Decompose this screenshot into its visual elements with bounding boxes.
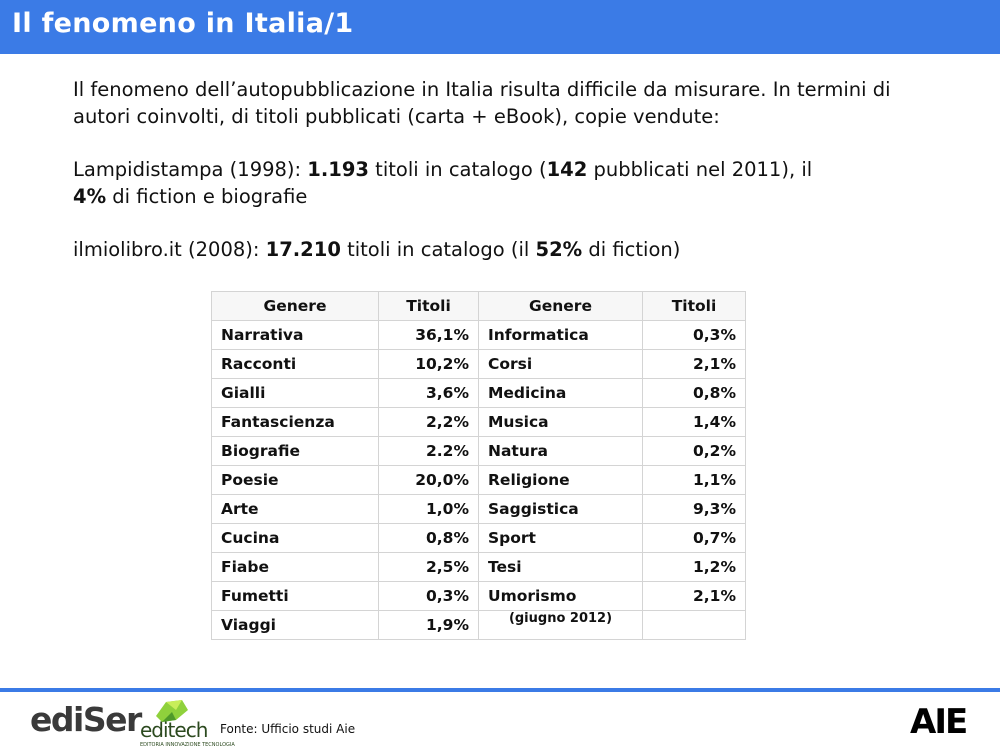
ilmiolibro-prefix: ilmiolibro.it (2008): (73, 238, 266, 261)
share-cell: 0,8% (642, 378, 746, 408)
table-row: Biografie 2.2% Natura 0,2% (211, 436, 746, 466)
genre-cell: Fantascienza (211, 407, 379, 437)
share-cell: 1,4% (642, 407, 746, 437)
editech-leaf-icon (156, 700, 188, 722)
genre-cell: Gialli (211, 378, 379, 408)
lampidistampa-prefix: Lampidistampa (1998): (73, 158, 308, 181)
ilmiolibro-paragraph: ilmiolibro.it (2008): 17.210 titoli in c… (73, 236, 953, 263)
ilmiolibro-mid: titoli in catalogo (il (340, 238, 536, 261)
aie-logo: AIE (910, 702, 968, 742)
ilmiolibro-suffix: di fiction) (582, 238, 681, 261)
genre-cell: Umorismo (478, 581, 643, 611)
table-row: Cucina 0,8% Sport 0,7% (211, 523, 746, 553)
share-cell: 1,2% (642, 552, 746, 582)
genre-cell: Religione (478, 465, 643, 495)
share-cell: 0,3% (378, 581, 479, 611)
genre-cell: Cucina (211, 523, 379, 553)
editech-tagline: EDITORIA INNOVAZIONE TECNOLOGIA (140, 742, 235, 748)
genre-cell: Saggistica (478, 494, 643, 524)
table-row: Fantascienza 2,2% Musica 1,4% (211, 407, 746, 437)
table-row: Gialli 3,6% Medicina 0,8% (211, 378, 746, 408)
genre-cell: Tesi (478, 552, 643, 582)
slide-title: Il fenomeno in Italia/1 (12, 8, 354, 39)
share-cell: 0,2% (642, 436, 746, 466)
ilmiolibro-titles: 17.210 (265, 238, 341, 261)
header-titoli-1: Titoli (378, 291, 479, 321)
table-row: Racconti 10,2% Corsi 2,1% (211, 349, 746, 379)
genre-cell: Musica (478, 407, 643, 437)
lampidistampa-mid: titoli in catalogo ( (368, 158, 547, 181)
header-genere-1: Genere (211, 291, 379, 321)
header-genere-2: Genere (478, 291, 643, 321)
table-header-row: Genere Titoli Genere Titoli (211, 291, 746, 321)
header-titoli-2: Titoli (642, 291, 746, 321)
genre-cell: Corsi (478, 349, 643, 379)
genre-cell: Narrativa (211, 320, 379, 350)
genre-cell: Medicina (478, 378, 643, 408)
share-cell: 10,2% (378, 349, 479, 379)
table-row: Fiabe 2,5% Tesi 1,2% (211, 552, 746, 582)
table-row: Narrativa 36,1% Informatica 0,3% (211, 320, 746, 350)
genre-cell: Fumetti (211, 581, 379, 611)
editech-wordmark: editech (140, 718, 208, 742)
ilmiolibro-percent: 52% (535, 238, 583, 261)
share-cell: 1,0% (378, 494, 479, 524)
source-note: Fonte: Ufficio studi Aie (220, 722, 356, 736)
share-cell: 1,1% (642, 465, 746, 495)
lampidistampa-published: 142 (546, 158, 588, 181)
genre-cell: Viaggi (211, 610, 379, 640)
genre-cell: Arte (211, 494, 379, 524)
lampidistampa-paragraph: Lampidistampa (1998): 1.193 titoli in ca… (73, 156, 953, 210)
share-cell: 9,3% (642, 494, 746, 524)
genre-cell: Biografie (211, 436, 379, 466)
share-cell: 2,1% (642, 349, 746, 379)
share-cell (642, 610, 746, 640)
lampidistampa-percent: 4% (73, 185, 107, 208)
lampidistampa-suffix: di fiction e biografie (106, 185, 308, 208)
share-cell: 2.2% (378, 436, 479, 466)
genre-table: Genere Titoli Genere Titoli Narrativa 36… (211, 291, 746, 640)
title-bar: Il fenomeno in Italia/1 (0, 0, 1000, 54)
genre-cell: Poesie (211, 465, 379, 495)
share-cell: 20,0% (378, 465, 479, 495)
lampidistampa-mid2: pubblicati nel 2011), il (587, 158, 813, 181)
table-row: Arte 1,0% Saggistica 9,3% (211, 494, 746, 524)
table-row: Fumetti 0,3% Umorismo 2,1% (211, 581, 746, 611)
footer-divider (0, 688, 1000, 692)
lampidistampa-titles: 1.193 (307, 158, 369, 181)
share-cell: 1,9% (378, 610, 479, 640)
share-cell: 2,2% (378, 407, 479, 437)
table-row: Poesie 20,0% Religione 1,1% (211, 465, 746, 495)
editech-logo: editech EDITORIA INNOVAZIONE TECNOLOGIA (136, 698, 235, 752)
share-cell: 2,5% (378, 552, 479, 582)
genre-cell: Natura (478, 436, 643, 466)
date-note-cell: (giugno 2012) (478, 610, 643, 640)
genre-cell: Fiabe (211, 552, 379, 582)
share-cell: 2,1% (642, 581, 746, 611)
share-cell: 36,1% (378, 320, 479, 350)
share-cell: 0,8% (378, 523, 479, 553)
table-row: Viaggi 1,9% (giugno 2012) (211, 610, 746, 640)
genre-cell: Sport (478, 523, 643, 553)
share-cell: 0,3% (642, 320, 746, 350)
genre-cell: Racconti (211, 349, 379, 379)
genre-cell: Informatica (478, 320, 643, 350)
share-cell: 0,7% (642, 523, 746, 553)
intro-paragraph: Il fenomeno dell’autopubblicazione in It… (73, 78, 891, 128)
share-cell: 3,6% (378, 378, 479, 408)
ediser-logo: ediSer (30, 700, 142, 739)
